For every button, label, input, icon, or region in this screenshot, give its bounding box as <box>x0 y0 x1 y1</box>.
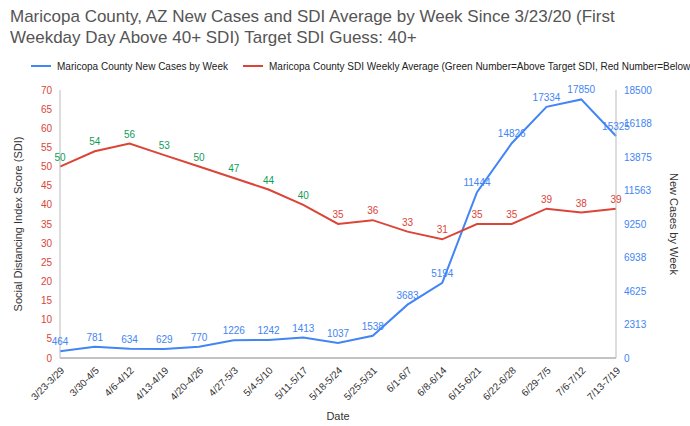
svg-text:2313: 2313 <box>624 319 647 330</box>
svg-text:17334: 17334 <box>533 92 561 103</box>
svg-text:781: 781 <box>86 332 103 343</box>
svg-text:Date: Date <box>326 410 349 422</box>
svg-text:770: 770 <box>191 332 208 343</box>
svg-text:70: 70 <box>41 85 53 96</box>
svg-text:45: 45 <box>41 180 53 191</box>
svg-text:31: 31 <box>437 224 449 235</box>
svg-text:39: 39 <box>610 194 622 205</box>
svg-text:1538: 1538 <box>362 321 385 332</box>
svg-text:40: 40 <box>41 199 53 210</box>
svg-text:1037: 1037 <box>327 328 350 339</box>
svg-text:5/11-5/17: 5/11-5/17 <box>273 364 310 401</box>
svg-text:0: 0 <box>624 353 630 364</box>
svg-text:4625: 4625 <box>624 286 647 297</box>
svg-text:5/25-5/31: 5/25-5/31 <box>342 364 380 402</box>
svg-text:6/8-6/14: 6/8-6/14 <box>415 364 449 398</box>
svg-text:4/6-4/12: 4/6-4/12 <box>102 364 136 398</box>
svg-text:50: 50 <box>193 152 205 163</box>
svg-text:16188: 16188 <box>624 118 652 129</box>
svg-text:11563: 11563 <box>624 185 652 196</box>
svg-text:54: 54 <box>89 136 101 147</box>
svg-text:65: 65 <box>41 104 53 115</box>
svg-text:6/29-7/5: 6/29-7/5 <box>519 364 553 398</box>
svg-text:38: 38 <box>576 198 588 209</box>
svg-text:1242: 1242 <box>257 325 280 336</box>
svg-text:50: 50 <box>41 161 53 172</box>
svg-text:33: 33 <box>402 217 414 228</box>
svg-text:7/6-7/12: 7/6-7/12 <box>554 364 588 398</box>
svg-text:20: 20 <box>41 276 53 287</box>
svg-text:39: 39 <box>541 194 553 205</box>
svg-text:4/13-4/19: 4/13-4/19 <box>133 364 171 402</box>
svg-text:11444: 11444 <box>463 177 491 188</box>
svg-text:6/15-6/21: 6/15-6/21 <box>446 364 484 402</box>
svg-text:56: 56 <box>124 129 136 140</box>
svg-text:50: 50 <box>54 152 66 163</box>
html-text:Maricopa County, AZ New Cases: Maricopa County, AZ New Cases and SDI Av… <box>10 7 615 47</box>
svg-text:6/1-6/7: 6/1-6/7 <box>384 364 414 394</box>
svg-text:464: 464 <box>52 336 69 347</box>
svg-text:35: 35 <box>506 209 518 220</box>
svg-text:3/30-4/5: 3/30-4/5 <box>67 364 101 398</box>
svg-text:9250: 9250 <box>624 219 647 230</box>
svg-text:New Cases by Week: New Cases by Week <box>668 173 680 275</box>
svg-text:5/18-5/24: 5/18-5/24 <box>307 364 345 402</box>
svg-text:6938: 6938 <box>624 252 647 263</box>
svg-text:15325: 15325 <box>602 121 630 132</box>
svg-text:35: 35 <box>41 219 53 230</box>
svg-text:53: 53 <box>159 140 171 151</box>
svg-text:13875: 13875 <box>624 152 652 163</box>
svg-text:35: 35 <box>332 209 344 220</box>
svg-text:7/13-7/19: 7/13-7/19 <box>585 364 623 402</box>
svg-text:6/22-6/28: 6/22-6/28 <box>481 364 519 402</box>
svg-text:4/20-4/26: 4/20-4/26 <box>168 364 206 402</box>
svg-text:30: 30 <box>41 238 53 249</box>
svg-text:17850: 17850 <box>567 84 595 95</box>
svg-text:3683: 3683 <box>396 290 419 301</box>
svg-text:44: 44 <box>263 175 275 186</box>
svg-text:47: 47 <box>228 163 240 174</box>
svg-text:10: 10 <box>41 314 53 325</box>
svg-text:60: 60 <box>41 123 53 134</box>
svg-text:3/23-3/29: 3/23-3/29 <box>29 364 67 402</box>
svg-text:14826: 14826 <box>498 128 526 139</box>
svg-text:36: 36 <box>367 205 379 216</box>
svg-text:55: 55 <box>41 142 53 153</box>
svg-text:25: 25 <box>41 257 53 268</box>
svg-text:634: 634 <box>121 334 138 345</box>
svg-text:5/4-5/10: 5/4-5/10 <box>241 364 275 398</box>
svg-text:0: 0 <box>46 353 52 364</box>
svg-text:5: 5 <box>46 333 52 345</box>
svg-text:5194: 5194 <box>431 268 454 279</box>
svg-text:35: 35 <box>471 209 483 220</box>
svg-text:18500: 18500 <box>624 85 652 96</box>
svg-text:40: 40 <box>298 190 310 201</box>
svg-text:1226: 1226 <box>223 325 246 336</box>
html-text:Maricopa County New Cases by W: Maricopa County New Cases by Week <box>57 60 228 72</box>
svg-text:4/27-5/3: 4/27-5/3 <box>206 364 240 398</box>
svg-text:Social Distancing Index Score: Social Distancing Index Score (SDI) <box>12 137 24 312</box>
svg-text:15: 15 <box>41 295 53 306</box>
svg-text:1413: 1413 <box>292 323 315 334</box>
svg-text:629: 629 <box>156 334 173 345</box>
